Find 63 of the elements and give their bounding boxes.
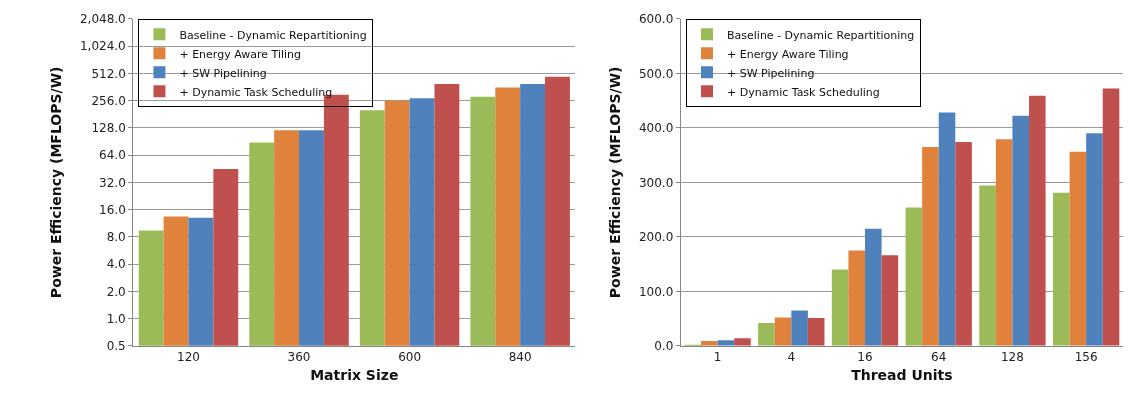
- y-tick-label: 2,048.0: [79, 12, 126, 27]
- y-tick-label: 300.0: [638, 175, 674, 190]
- y-tick-label: 400.0: [638, 121, 674, 136]
- y-tick-label: 2.0: [106, 284, 126, 299]
- x-tick-label: 4: [787, 350, 796, 365]
- y-axis-title: Power Efficiency (MFLOPS/W): [606, 66, 623, 299]
- x-axis-title: Matrix Size: [310, 366, 399, 383]
- y-tick-label: 32.0: [99, 175, 126, 190]
- bar: [905, 207, 923, 346]
- legend-label: + Dynamic Task Scheduling: [727, 85, 880, 99]
- y-tick-label: 16.0: [99, 202, 126, 217]
- legend-label: + Dynamic Task Scheduling: [179, 85, 333, 99]
- y-tick-label: 600.0: [638, 12, 674, 27]
- bar: [774, 317, 792, 346]
- x-tick-label: 600: [398, 350, 422, 365]
- y-tick-label: 100.0: [638, 284, 674, 299]
- bar: [734, 338, 751, 346]
- legend-label: Baseline - Dynamic Repartitioning: [727, 28, 915, 42]
- x-tick-label: 120: [177, 350, 200, 365]
- x-axis-title: Thread Units: [851, 366, 953, 383]
- bar: [758, 322, 775, 346]
- x-tick-label: 16: [857, 350, 873, 365]
- y-axis-title: Power Efficiency (MFLOPS/W): [47, 66, 64, 299]
- legend-label: + Energy Aware Tiling: [179, 47, 302, 61]
- bar: [848, 250, 866, 346]
- x-tick-label: 1: [713, 350, 722, 365]
- bar: [791, 310, 808, 346]
- y-tick-label: 256.0: [91, 93, 126, 108]
- bar: [995, 139, 1013, 346]
- legend-label: + SW Pipelining: [179, 66, 267, 80]
- y-tick-label: 128.0: [91, 121, 126, 136]
- bar: [1069, 151, 1087, 346]
- bar: [1012, 115, 1030, 346]
- x-tick-label: 840: [508, 350, 532, 365]
- y-tick-label: 500.0: [638, 66, 674, 81]
- bar: [881, 255, 899, 346]
- legend-label: + Energy Aware Tiling: [727, 47, 849, 61]
- bar: [955, 141, 972, 346]
- bar: [1052, 192, 1070, 346]
- y-tick-label: 1.0: [106, 311, 126, 326]
- bar: [1102, 88, 1120, 346]
- bar: [938, 112, 956, 346]
- y-tick-label: 1,024.0: [79, 39, 126, 54]
- bar: [922, 146, 939, 346]
- y-tick-label: 0.0: [654, 339, 674, 354]
- y-tick-label: 4.0: [106, 257, 126, 272]
- x-tick-label: 156: [1074, 350, 1098, 365]
- bar: [865, 228, 882, 346]
- y-tick-label: 200.0: [638, 230, 674, 245]
- bar: [1029, 95, 1046, 346]
- x-tick-label: 64: [931, 350, 947, 365]
- legend-label: Baseline - Dynamic Repartitioning: [179, 28, 367, 42]
- y-tick-label: 64.0: [99, 148, 126, 163]
- y-tick-label: 512.0: [91, 66, 126, 81]
- bar: [1086, 133, 1103, 346]
- y-tick-label: 0.5: [106, 339, 126, 354]
- x-tick-label: 360: [287, 350, 311, 365]
- legend-label: + SW Pipelining: [727, 66, 815, 80]
- bar: [979, 185, 996, 346]
- bar: [807, 318, 825, 346]
- y-tick-label: 8.0: [106, 230, 126, 245]
- bar: [831, 269, 849, 346]
- x-tick-label: 128: [1000, 350, 1024, 365]
